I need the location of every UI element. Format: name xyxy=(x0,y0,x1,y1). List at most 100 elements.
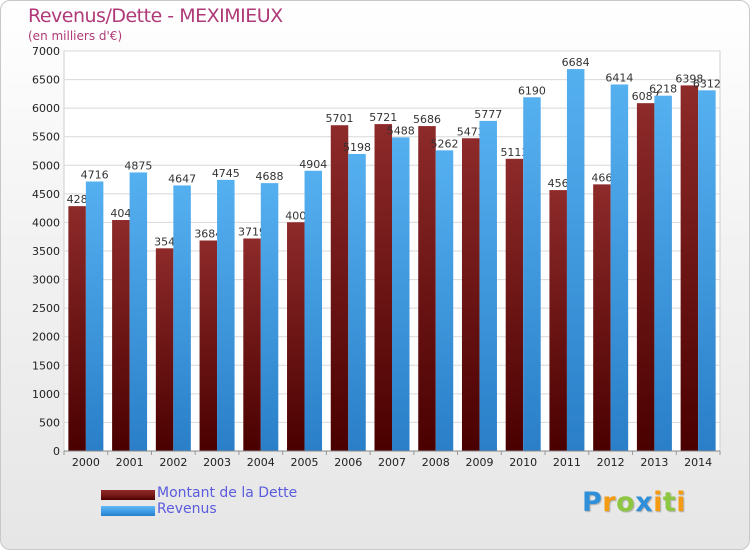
x-tick-label: 2005 xyxy=(291,456,319,469)
data-label-dette: 5701 xyxy=(326,112,354,125)
y-tick-label: 5500 xyxy=(32,131,60,144)
bar-dette xyxy=(418,126,436,451)
legend-label-dette: Montant de la Dette xyxy=(157,485,298,501)
data-label-dette: 6087 xyxy=(632,90,660,103)
bar-revenus xyxy=(566,69,585,452)
data-label-revenus: 4688 xyxy=(256,170,284,183)
x-tick-label: 2012 xyxy=(597,456,625,469)
data-label-revenus: 6414 xyxy=(605,71,633,84)
logo-letter: o xyxy=(616,487,636,518)
bar-dette xyxy=(199,240,218,451)
bar-revenus xyxy=(304,170,323,451)
bar-dette xyxy=(505,158,524,452)
y-tick-label: 4000 xyxy=(32,216,60,229)
bar-dette xyxy=(243,238,261,451)
data-label-revenus: 4647 xyxy=(168,172,196,185)
bar-dette xyxy=(549,190,567,452)
y-tick-label: 1500 xyxy=(32,359,60,372)
legend-label-revenus: Revenus xyxy=(157,501,217,517)
data-label-revenus: 4875 xyxy=(124,159,152,172)
logo-letter: i xyxy=(676,487,687,518)
data-label-dette: 428 xyxy=(67,193,88,206)
y-tick-label: 6500 xyxy=(32,74,60,87)
chart-title: Revenus/Dette - MEXIMIEUX xyxy=(28,5,283,27)
y-tick-label: 5000 xyxy=(32,159,60,172)
y-tick-label: 6000 xyxy=(32,102,60,115)
chart-subtitle: (en milliers d'€) xyxy=(28,29,123,43)
data-label-dette: 354 xyxy=(154,235,175,248)
y-tick-label: 3500 xyxy=(32,245,60,258)
logo-letter: P xyxy=(582,487,603,518)
bar-revenus xyxy=(435,150,454,452)
x-tick-label: 2010 xyxy=(509,456,537,469)
bar-dette xyxy=(112,220,130,451)
bar-dette xyxy=(636,103,655,452)
y-tick-label: 0 xyxy=(53,445,60,458)
legend-swatch-dette xyxy=(101,490,155,500)
bar-revenus xyxy=(129,172,148,451)
data-label-revenus: 6218 xyxy=(649,83,677,96)
bar-revenus xyxy=(698,90,716,452)
logo-letter: i xyxy=(653,487,663,518)
bar-revenus xyxy=(85,181,104,451)
bar-dette xyxy=(287,222,305,451)
data-label-revenus: 6312 xyxy=(693,77,721,90)
y-tick-label: 500 xyxy=(39,416,60,429)
logo-letter: r xyxy=(602,487,617,518)
x-tick-label: 2002 xyxy=(159,456,187,469)
proxiti-logo: Proxiti xyxy=(582,487,686,518)
data-label-revenus: 5198 xyxy=(343,141,371,154)
bar-revenus xyxy=(348,153,366,451)
data-label-revenus: 4745 xyxy=(212,167,240,180)
data-label-revenus: 5488 xyxy=(387,124,415,137)
logo-letter: t xyxy=(662,487,677,518)
y-tick-label: 3000 xyxy=(32,274,60,287)
bar-revenus xyxy=(392,137,410,451)
logo-letter: x xyxy=(635,487,654,518)
data-label-revenus: 4716 xyxy=(81,169,109,182)
x-tick-label: 2003 xyxy=(203,456,231,469)
data-label-dette: 5721 xyxy=(369,111,397,124)
bar-revenus xyxy=(260,183,279,451)
bar-dette xyxy=(680,85,699,452)
data-label-dette: 5113 xyxy=(500,146,528,159)
bar-dette xyxy=(155,248,174,451)
x-tick-label: 2013 xyxy=(640,456,668,469)
data-label-revenus: 5262 xyxy=(430,137,458,150)
x-tick-label: 2006 xyxy=(334,456,362,469)
data-label-revenus: 5777 xyxy=(474,108,502,121)
x-tick-label: 2014 xyxy=(684,456,712,469)
data-label-dette: 6398 xyxy=(675,72,703,85)
bar-revenus xyxy=(523,97,541,452)
y-tick-label: 2500 xyxy=(32,302,60,315)
bar-revenus xyxy=(610,84,629,451)
y-tick-label: 7000 xyxy=(32,45,60,58)
bar-revenus xyxy=(479,120,497,451)
data-label-dette: 5686 xyxy=(413,113,441,126)
data-label-dette: 400 xyxy=(285,209,306,222)
bar-dette xyxy=(68,206,86,451)
x-tick-label: 2011 xyxy=(553,456,581,469)
data-label-dette: 3684 xyxy=(194,227,222,240)
y-tick-label: 4500 xyxy=(32,188,60,201)
bar-dette xyxy=(461,138,480,451)
data-label-dette: 404 xyxy=(110,207,131,220)
bar-dette xyxy=(330,125,349,451)
data-label-dette: 466 xyxy=(591,171,612,184)
data-label-revenus: 6190 xyxy=(518,84,546,97)
data-label-revenus: 6684 xyxy=(562,56,590,69)
x-tick-label: 2009 xyxy=(465,456,493,469)
data-label-dette: 456 xyxy=(548,177,569,190)
bar-revenus xyxy=(654,95,672,451)
bar-dette xyxy=(593,184,611,451)
y-tick-label: 2000 xyxy=(32,331,60,344)
bar-revenus xyxy=(217,179,235,451)
x-tick-label: 2007 xyxy=(378,456,406,469)
legend-swatch-revenus xyxy=(101,506,155,516)
y-tick-label: 1000 xyxy=(32,388,60,401)
x-tick-label: 2000 xyxy=(72,456,100,469)
data-label-dette: 3719 xyxy=(238,225,266,238)
x-tick-label: 2001 xyxy=(116,456,144,469)
